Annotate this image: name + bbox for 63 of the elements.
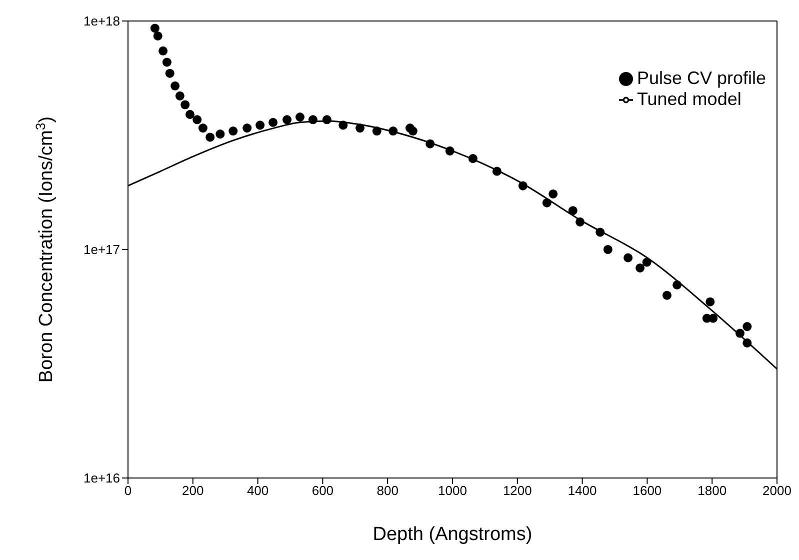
legend-label: Pulse CV profile	[636, 68, 766, 88]
point	[216, 130, 225, 139]
x-tick-label: 600	[312, 483, 334, 498]
point	[742, 322, 752, 332]
legend-label: Tuned model	[636, 89, 742, 109]
point	[198, 124, 208, 133]
point	[192, 115, 202, 124]
point	[256, 120, 265, 130]
point	[548, 189, 558, 198]
point	[150, 24, 160, 33]
point	[322, 115, 332, 124]
point	[624, 253, 633, 262]
x-tick-label: 1800	[698, 483, 727, 498]
point	[518, 181, 528, 190]
y-tick-label: 1e+17	[83, 242, 120, 258]
point	[408, 126, 418, 136]
x-tick-label: 1200	[502, 483, 532, 498]
point	[282, 115, 292, 124]
point	[153, 31, 162, 40]
x-tick-label: 2000	[762, 483, 792, 498]
point	[308, 115, 318, 124]
point	[242, 124, 252, 133]
point	[426, 139, 435, 148]
point	[492, 166, 502, 176]
point	[576, 217, 585, 226]
point	[445, 146, 454, 156]
point	[228, 126, 238, 136]
point	[735, 328, 745, 338]
point	[662, 290, 672, 300]
x-tick-label: 200	[182, 483, 204, 498]
point	[165, 68, 174, 78]
point	[175, 91, 184, 100]
point	[295, 112, 304, 122]
point	[388, 126, 398, 136]
point	[642, 258, 652, 267]
x-tick-label: 400	[246, 483, 269, 498]
x-tick-label: 800	[376, 483, 398, 498]
point	[170, 81, 180, 90]
point	[356, 124, 365, 133]
point	[636, 263, 645, 272]
point	[185, 110, 194, 119]
y-tick-label: 1e+18	[83, 14, 120, 29]
point	[672, 280, 682, 290]
point	[542, 198, 552, 208]
x-axis-title: Depth (Angstroms)	[372, 524, 532, 545]
point	[206, 132, 215, 142]
point	[338, 120, 348, 130]
y-tick-label: 1e+16	[83, 470, 120, 486]
point	[468, 154, 478, 164]
point	[268, 118, 278, 127]
point	[706, 297, 715, 306]
point	[158, 46, 168, 56]
x-tick-label: 1000	[438, 483, 467, 498]
point	[603, 244, 612, 254]
point	[372, 126, 382, 136]
point	[596, 228, 605, 237]
point	[162, 58, 172, 67]
x-tick-label: 1400	[568, 483, 597, 498]
x-tick-label: 0	[124, 483, 132, 498]
point	[180, 100, 190, 110]
x-tick-label: 1600	[632, 483, 662, 498]
point	[568, 206, 578, 216]
point	[742, 338, 752, 348]
